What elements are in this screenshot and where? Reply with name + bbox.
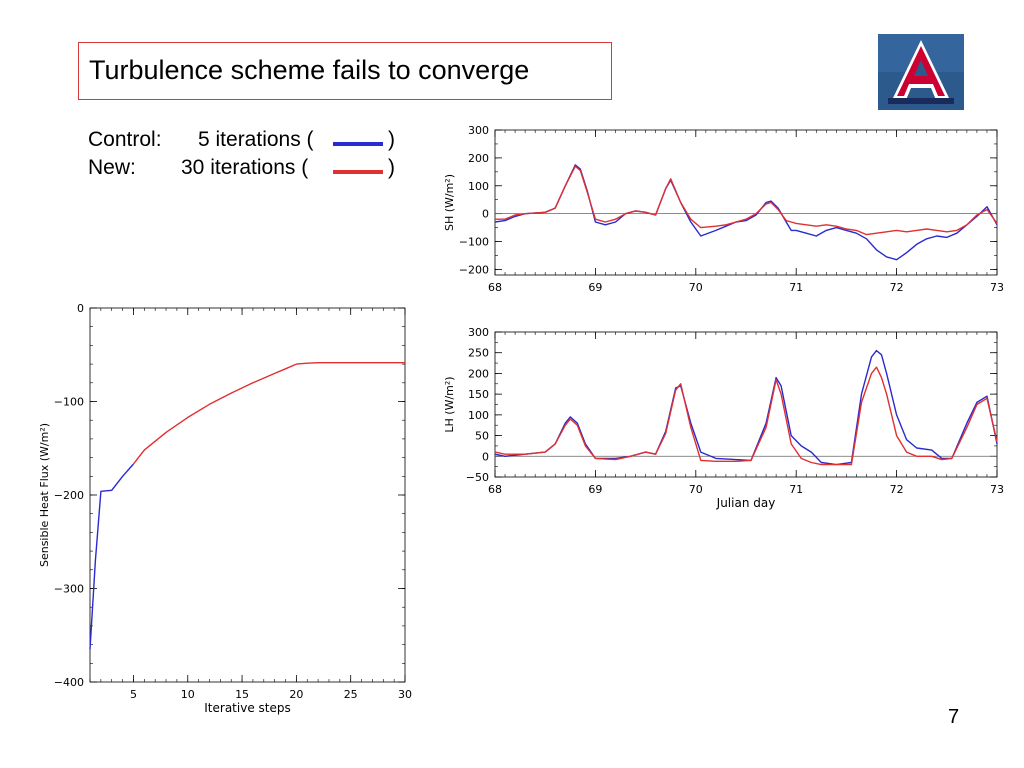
legend-control-label: Control: — [88, 128, 162, 151]
lh-y-tick-label: 0 — [482, 450, 489, 463]
iter-series-control — [89, 463, 134, 650]
legend-new-swatch — [333, 170, 383, 174]
iter-x-tick-label: 5 — [130, 688, 137, 701]
iter-x-tick-label: 15 — [235, 688, 249, 701]
lh-x-tick-label: 72 — [890, 483, 904, 496]
legend-new-label: New: — [88, 156, 136, 179]
lh-x-tick-label: 70 — [689, 483, 703, 496]
lh-x-tick-label: 73 — [990, 483, 1004, 496]
lh-y-tick-label: 250 — [468, 347, 489, 360]
iter-y-tick-label: −400 — [54, 676, 84, 689]
sh-x-tick-label: 69 — [588, 281, 602, 294]
sh-plot-frame — [494, 129, 998, 276]
lh-plot-frame — [494, 331, 998, 478]
iter-x-tick-label: 20 — [289, 688, 303, 701]
sh-x-tick-label: 70 — [689, 281, 703, 294]
lh-series-new — [494, 366, 998, 466]
sh-x-tick-label: 71 — [789, 281, 803, 294]
sh-series-new — [495, 165, 998, 236]
iter-x-tick-label: 10 — [181, 688, 195, 701]
lh-chart: 68 69 70 71 72 73 −50 0 50 100 150 200 250 300 LH (W/m… — [443, 326, 1004, 510]
lh-y-tick-label: 100 — [468, 409, 489, 422]
sh-series-control — [494, 164, 998, 261]
legend-new-text: 30 iterations ( — [181, 156, 309, 179]
sh-y-tick-label: 300 — [468, 124, 489, 137]
page-number: 7 — [948, 706, 960, 728]
lh-y-tick-label: 50 — [475, 430, 489, 443]
sh-y-tick-label: 100 — [468, 180, 489, 193]
sh-y-tick-label: −200 — [459, 263, 489, 276]
lh-x-axis-label: Julian day — [716, 496, 776, 510]
title-box: Turbulence scheme fails to converge — [78, 42, 612, 100]
lh-y-tick-label: −50 — [466, 471, 489, 484]
iter-plot-frame — [89, 307, 406, 683]
lh-y-tick-label: 150 — [468, 388, 489, 401]
iter-series-new — [132, 361, 405, 465]
lh-series-control — [494, 349, 998, 466]
lh-y-tick-label: 300 — [468, 326, 489, 339]
sh-y-tick-label: −100 — [459, 236, 489, 249]
sh-y-tick-label: 0 — [482, 208, 489, 221]
legend-control-text: 5 iterations ( — [198, 128, 314, 151]
iteration-chart: 5 10 15 20 25 30 −400 −300 −200 −100 0 Sensible Hea… — [38, 302, 412, 715]
sh-y-tick-label: 200 — [468, 152, 489, 165]
sh-x-tick-label: 72 — [890, 281, 904, 294]
iter-x-tick-label: 25 — [344, 688, 358, 701]
iter-x-axis-label: Iterative steps — [204, 701, 290, 715]
lh-x-tick-label: 69 — [588, 483, 602, 496]
legend-control-close: ) — [388, 128, 395, 151]
university-arizona-logo — [878, 34, 964, 110]
lh-y-tick-label: 200 — [468, 367, 489, 380]
iter-y-axis-label: Sensible Heat Flux (W/m²) — [38, 423, 51, 567]
iter-y-tick-label: −200 — [54, 489, 84, 502]
slide-title: Turbulence scheme fails to converge — [89, 55, 530, 85]
lh-x-tick-label: 71 — [789, 483, 803, 496]
lh-x-tick-label: 68 — [488, 483, 502, 496]
iter-x-tick-label: 30 — [398, 688, 412, 701]
sh-y-axis-label: SH (W/m²) — [443, 174, 456, 231]
sh-x-tick-label: 73 — [990, 281, 1004, 294]
iter-y-tick-label: −300 — [54, 583, 84, 596]
sh-x-tick-label: 68 — [488, 281, 502, 294]
iter-y-tick-label: −100 — [54, 396, 84, 409]
lh-y-axis-label: LH (W/m²) — [443, 376, 456, 432]
iter-y-tick-label: 0 — [77, 302, 84, 315]
legend-control-swatch — [333, 142, 383, 146]
sh-chart: 68 69 70 71 72 73 −200 −100 0 100 200 300 SH (W/m²) — [443, 124, 1004, 294]
legend-new-close: ) — [388, 156, 395, 179]
